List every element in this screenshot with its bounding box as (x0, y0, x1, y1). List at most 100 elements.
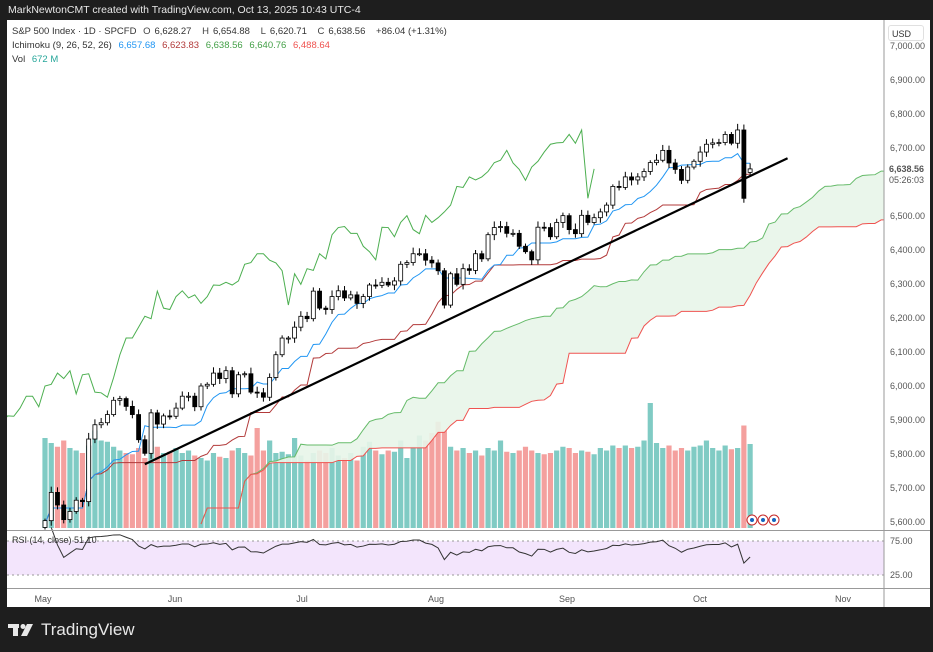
volume-bar (610, 445, 616, 528)
volume-bar (304, 460, 310, 528)
candle-body (510, 232, 516, 235)
price-tick-label: 5,800.00 (890, 449, 925, 459)
candle-body (367, 284, 372, 297)
candle-body (273, 354, 279, 378)
price-tick-label: 6,800.00 (890, 109, 925, 119)
volume-bar (435, 421, 441, 528)
candle-body (204, 383, 210, 387)
candle-body (747, 168, 753, 173)
trendline (144, 157, 789, 466)
currency-label[interactable]: USD (888, 25, 924, 41)
candle-body (691, 160, 697, 168)
candle-body (254, 391, 260, 394)
candle-body (392, 280, 397, 286)
volume-bar (416, 435, 422, 528)
volume-bar (522, 446, 529, 528)
volume-bar (217, 456, 223, 528)
volume-bar (597, 448, 603, 528)
volume-bar (722, 445, 728, 528)
volume-bar (678, 448, 685, 528)
candle-body (473, 253, 478, 271)
candle-body (647, 162, 653, 172)
tenkan-line (44, 152, 751, 525)
candle-body (61, 504, 67, 521)
rsi-tick-label: 75.00 (890, 536, 913, 546)
candle-body (491, 227, 497, 236)
candle-body (604, 204, 609, 213)
symbol-name[interactable]: S&P 500 Index · 1D · SPCFD (12, 26, 137, 37)
tradingview-logo: TradingView (8, 620, 135, 640)
candle-body (516, 232, 522, 247)
candle-body (279, 337, 285, 356)
brand-name: TradingView (41, 620, 135, 639)
candle-body (192, 395, 198, 408)
time-axis-label: Jun (168, 594, 183, 604)
volume-bar (622, 445, 628, 528)
candle-body (454, 273, 460, 285)
candle-body (260, 392, 266, 398)
candle-body (722, 133, 728, 143)
candle-body (348, 294, 354, 299)
volume-bar (391, 451, 398, 528)
volume-bar (529, 450, 535, 528)
span-b-value: 6,488.64 (292, 40, 330, 51)
volume-bar (466, 453, 472, 528)
event-flags-icon[interactable] (746, 514, 780, 526)
volume-value: 672 M (31, 54, 59, 65)
candle-body (242, 373, 248, 376)
volume-bar (510, 453, 516, 528)
candle-body (73, 499, 79, 512)
span-a-value: 6,640.76 (249, 40, 287, 51)
volume-bar (641, 440, 647, 528)
volume-bar (710, 448, 716, 528)
candle-body (729, 133, 734, 144)
volume-bar (373, 450, 379, 528)
price-tick-label: 6,900.00 (890, 75, 925, 85)
ichimoku-lines (7, 128, 884, 525)
candle-body (466, 268, 472, 271)
candle-body (710, 142, 716, 145)
candle-body (541, 226, 547, 229)
ichimoku-label[interactable]: Ichimoku (9, 26, 52, 26) (12, 40, 112, 51)
candle-body (98, 422, 104, 426)
candle-body (672, 162, 678, 170)
rsi-pane (7, 527, 884, 576)
candle-body (211, 372, 216, 385)
last-price-bg (885, 161, 930, 186)
rsi-label[interactable]: RSI (14, close) (12, 535, 72, 545)
volume-bar (697, 445, 703, 528)
volume-bar (410, 446, 416, 528)
bar-countdown-label: 05:26:03 (889, 175, 924, 185)
candle-body (591, 217, 597, 223)
chart-attribution: MarkNewtonCMT created with TradingView.c… (8, 4, 361, 16)
volume-bar (229, 450, 235, 528)
open-value: 6,628.27 (154, 26, 192, 37)
candle-body (335, 290, 341, 297)
volume-bar (591, 454, 597, 528)
candle-body (329, 296, 335, 310)
ichimoku-cloud (201, 171, 884, 525)
candle-body (354, 294, 360, 304)
candle-body (229, 370, 235, 395)
candle-body (267, 377, 273, 398)
time-axis-label: Oct (693, 594, 708, 604)
volume-bar (154, 446, 160, 528)
rsi-tick-label: 25.00 (890, 570, 913, 580)
candle-body (198, 385, 204, 408)
volume-bar (104, 441, 110, 528)
volume-bar (210, 453, 217, 528)
volume-bars (42, 403, 753, 528)
candle-body (554, 222, 560, 238)
volume-bar (379, 454, 385, 528)
time-axis-label: Aug (428, 594, 444, 604)
candle-body (485, 234, 491, 260)
candle-body (529, 251, 535, 261)
volume-bar (585, 451, 591, 528)
volume-bar (98, 440, 104, 528)
price-tick-label: 6,100.00 (890, 347, 925, 357)
volume-label[interactable]: Vol (12, 54, 26, 65)
trendline-layer[interactable] (144, 157, 789, 466)
candle-body (117, 398, 123, 401)
volume-bar (554, 450, 560, 528)
